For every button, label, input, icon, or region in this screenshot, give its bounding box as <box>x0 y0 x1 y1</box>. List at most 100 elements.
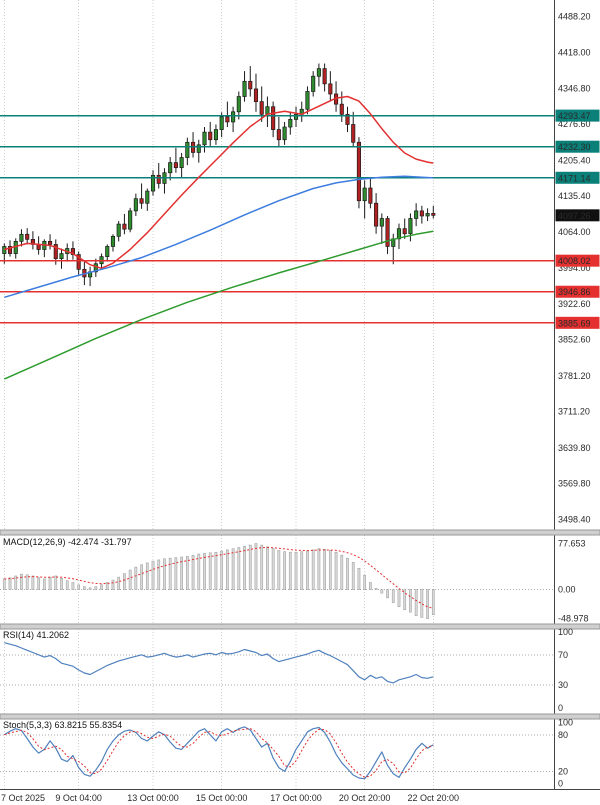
macd-histogram-bar <box>117 576 121 590</box>
price-tick-label: 3498.40 <box>558 515 591 525</box>
svg-text:4008.02: 4008.02 <box>558 256 591 266</box>
macd-histogram-bar <box>328 550 332 590</box>
macd-histogram-bar <box>231 548 235 590</box>
macd-histogram-bar <box>191 554 195 590</box>
price-tick-label: 4488.20 <box>558 12 591 22</box>
price-tick-label: 3711.20 <box>558 406 590 416</box>
ma-fast-line <box>4 95 434 270</box>
macd-histogram-bar <box>71 582 75 590</box>
stoch-panel: 100 80 20 0 <box>0 718 573 789</box>
macd-histogram-bar <box>105 582 109 590</box>
rsi-axis-label: 30 <box>558 680 568 690</box>
time-tick-label: 17 Oct 00:00 <box>270 793 322 803</box>
macd-signal-line <box>4 546 434 609</box>
macd-histogram-bar <box>185 556 189 590</box>
macd-histogram-bar <box>37 577 40 590</box>
macd-histogram-bar <box>25 574 29 590</box>
time-tick-label: 7 Oct 2025 <box>1 793 45 803</box>
macd-histogram-bar <box>197 553 201 590</box>
price-tick-label: 3994.00 <box>558 263 591 273</box>
price-tick-label: 3922.60 <box>558 299 591 309</box>
svg-text:4232.30: 4232.30 <box>558 142 591 152</box>
macd-histogram-bar <box>243 546 246 590</box>
rsi-axis-label: 100 <box>558 627 573 637</box>
time-tick-label: 20 Oct 20:00 <box>339 793 391 803</box>
macd-histogram-bar <box>380 589 384 594</box>
macd-histogram-bar <box>83 586 86 590</box>
macd-histogram-bar <box>20 573 23 590</box>
macd-histogram-bar <box>180 556 183 590</box>
macd-histogram-bar <box>357 567 361 590</box>
panel-separator <box>0 713 600 720</box>
price-tick-label: 4276.60 <box>558 119 591 129</box>
support-price-tag: 4008.02 <box>555 254 600 267</box>
macd-histogram-bar <box>14 575 18 590</box>
macd-axis-label: 77.653 <box>558 539 586 549</box>
macd-histogram-bar <box>42 578 46 590</box>
macd-histogram-bar <box>254 543 258 590</box>
macd-histogram-bar <box>340 554 344 590</box>
macd-histogram-bar <box>397 589 401 608</box>
price-tick-label: 3639.80 <box>558 443 591 453</box>
macd-histogram-bar <box>214 551 218 590</box>
ma-mid-line <box>4 175 434 299</box>
time-tick-label: 22 Oct 20:00 <box>408 793 460 803</box>
macd-histogram-bar <box>100 584 103 590</box>
price-tick-label: 4346.80 <box>558 84 591 94</box>
price-axis: 4488.20 4418.00 4346.80 4276.60 4205.40 4135.… <box>554 0 591 789</box>
svg-text:4293.47: 4293.47 <box>558 111 591 121</box>
stoch-axis-label: 100 <box>558 718 573 728</box>
ma-slow-line <box>3 230 434 380</box>
svg-text:4097.26: 4097.26 <box>558 211 591 221</box>
macd-histogram-bar <box>386 589 389 599</box>
current-price-tag: 4097.26 <box>555 209 600 222</box>
macd-axis-label: 0.00 <box>558 585 576 595</box>
price-tick-label: 4064.00 <box>558 227 591 237</box>
macd-histogram-bar <box>260 544 264 590</box>
macd-histogram-bar <box>391 589 395 603</box>
resistance-price-tag: 4171.14 <box>555 171 600 184</box>
candles <box>2 63 436 287</box>
macd-histogram-bar <box>420 589 424 618</box>
macd-histogram-bar <box>334 551 338 590</box>
macd-histogram-bar <box>2 578 6 590</box>
macd-histogram-bar <box>157 559 161 590</box>
stoch-d-line <box>4 727 434 778</box>
macd-histogram-bar <box>94 586 98 590</box>
panel-separators[interactable] <box>0 529 600 720</box>
rsi-axis-label: 70 <box>558 650 568 660</box>
macd-histogram-bar <box>403 589 407 611</box>
macd-histogram-bar <box>220 550 224 590</box>
macd-histogram-bar <box>88 587 92 590</box>
macd-histogram-bar <box>151 560 155 590</box>
macd-histogram-bar <box>300 551 304 590</box>
macd-histogram-bar <box>426 589 429 619</box>
macd-histogram-bar <box>306 550 309 590</box>
svg-text:4171.14: 4171.14 <box>558 173 591 183</box>
macd-histogram-bar <box>431 589 435 616</box>
price-tick-label: 3852.60 <box>558 335 591 345</box>
macd-histogram-bar <box>288 551 292 590</box>
macd-histogram-bar <box>351 562 355 590</box>
macd-histogram-bar <box>409 589 412 613</box>
macd-histogram-bar <box>31 575 35 590</box>
macd-histogram-bar <box>317 548 321 590</box>
price-tick-label: 4205.40 <box>558 155 591 165</box>
stoch-axis-label: 0 <box>558 779 563 789</box>
macd-histogram-bar <box>237 547 241 590</box>
price-tick-label: 4418.00 <box>558 47 591 57</box>
panel-separator <box>0 529 600 536</box>
price-tags: 4293.47 4232.30 4171.14 4097.26 4008.02 3946.… <box>555 109 600 329</box>
macd-histogram-bar <box>323 548 326 590</box>
macd-histogram-bar <box>111 579 115 590</box>
resistance-price-tag: 4293.47 <box>555 109 600 122</box>
rsi-panel: 100 70 30 0 <box>0 627 573 713</box>
macd-histogram-bar <box>203 553 206 590</box>
macd-histogram-bar <box>140 564 143 590</box>
price-tick-label: 3569.80 <box>558 478 591 488</box>
stoch-axis-label: 80 <box>558 730 568 740</box>
macd-histogram-bar <box>248 544 252 590</box>
macd-histogram-bar <box>123 573 126 590</box>
